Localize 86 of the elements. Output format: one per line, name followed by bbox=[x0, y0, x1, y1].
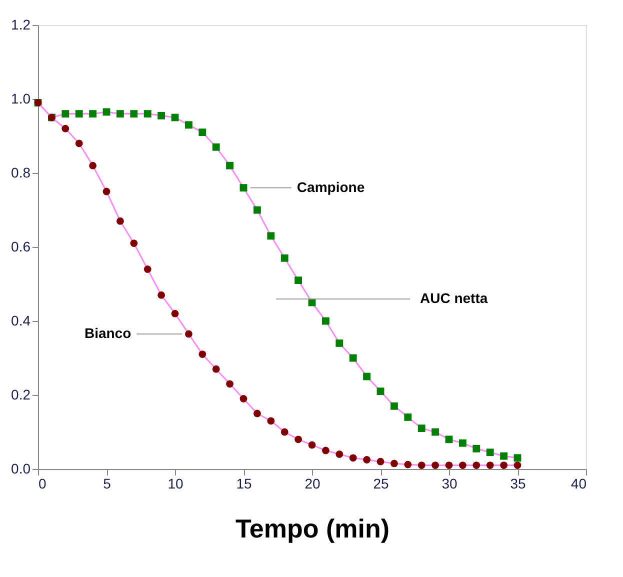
point bbox=[500, 462, 508, 469]
point bbox=[62, 124, 70, 132]
point bbox=[445, 436, 453, 444]
x-tick-label: 20 bbox=[304, 476, 320, 492]
point bbox=[89, 110, 97, 118]
point bbox=[116, 110, 124, 118]
point bbox=[198, 128, 206, 136]
point bbox=[280, 428, 288, 436]
point bbox=[376, 388, 384, 396]
point bbox=[144, 110, 152, 118]
x-tick-label: 10 bbox=[168, 476, 184, 492]
point bbox=[486, 462, 494, 469]
point bbox=[500, 452, 508, 460]
annotation: AUC netta bbox=[420, 290, 488, 306]
point bbox=[363, 456, 371, 464]
point bbox=[458, 439, 466, 447]
point bbox=[116, 217, 124, 225]
point bbox=[418, 424, 426, 432]
point bbox=[102, 188, 110, 196]
point bbox=[404, 413, 412, 421]
point bbox=[184, 121, 192, 129]
point bbox=[486, 448, 494, 456]
point bbox=[130, 240, 138, 247]
point bbox=[75, 140, 83, 148]
point bbox=[212, 143, 220, 151]
point bbox=[472, 444, 480, 452]
point bbox=[404, 460, 412, 468]
point bbox=[445, 462, 453, 469]
point bbox=[198, 350, 206, 358]
point bbox=[158, 291, 166, 299]
x-tick-label: 30 bbox=[442, 476, 458, 492]
point bbox=[280, 254, 288, 262]
point bbox=[267, 417, 275, 425]
point bbox=[62, 110, 70, 118]
text: Bianco bbox=[84, 324, 132, 341]
point bbox=[376, 458, 384, 466]
point bbox=[226, 162, 234, 170]
y-tick-label: 0.4 bbox=[11, 312, 31, 328]
x-tick-label: 5 bbox=[103, 476, 112, 492]
point bbox=[267, 232, 275, 240]
point bbox=[294, 436, 302, 444]
point bbox=[130, 110, 138, 118]
x-tick-label: 15 bbox=[236, 476, 252, 492]
point bbox=[240, 395, 248, 402]
point bbox=[349, 454, 357, 462]
point bbox=[514, 454, 522, 462]
point bbox=[253, 410, 261, 418]
point bbox=[432, 462, 440, 469]
point bbox=[184, 330, 192, 338]
point bbox=[158, 112, 166, 120]
point bbox=[322, 446, 330, 454]
text: Campione bbox=[296, 178, 365, 195]
x-axis-title: Tempo (min) bbox=[235, 514, 390, 544]
y-tick-label: 0.2 bbox=[11, 386, 31, 402]
point bbox=[472, 462, 480, 469]
point bbox=[89, 162, 97, 170]
y-tick-label: 0.0 bbox=[11, 460, 31, 476]
point bbox=[240, 184, 248, 192]
point bbox=[75, 110, 83, 118]
point bbox=[308, 441, 316, 449]
x-tick-label: 35 bbox=[510, 476, 526, 492]
point bbox=[253, 206, 261, 214]
x-tick-label: 25 bbox=[373, 476, 389, 492]
y-tick-label: 1.2 bbox=[11, 16, 31, 32]
point bbox=[418, 462, 426, 469]
point bbox=[390, 402, 398, 410]
point bbox=[514, 462, 522, 469]
point bbox=[102, 108, 110, 116]
y-tick-label: 0.8 bbox=[11, 164, 31, 180]
x-tick-label: 0 bbox=[38, 476, 46, 492]
point bbox=[336, 450, 344, 458]
point bbox=[322, 317, 330, 325]
point bbox=[226, 380, 234, 388]
y-tick-label: 1.0 bbox=[11, 90, 31, 106]
point bbox=[171, 310, 179, 318]
point bbox=[390, 460, 398, 468]
point bbox=[212, 365, 220, 373]
point bbox=[432, 428, 440, 436]
point bbox=[349, 354, 357, 362]
point bbox=[144, 266, 152, 273]
x-tick-label: 40 bbox=[570, 476, 587, 492]
point bbox=[458, 462, 466, 469]
point bbox=[336, 339, 344, 347]
y-tick-label: 0.6 bbox=[11, 238, 31, 254]
point bbox=[363, 372, 371, 380]
point bbox=[294, 276, 302, 284]
